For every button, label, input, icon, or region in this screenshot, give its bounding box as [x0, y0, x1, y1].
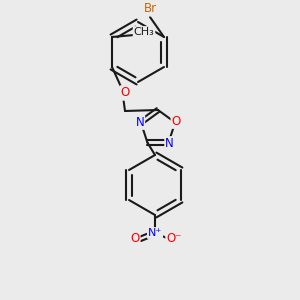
- Text: N: N: [136, 116, 144, 129]
- Text: CH₃: CH₃: [134, 27, 154, 37]
- Text: O: O: [172, 115, 181, 128]
- Text: Br: Br: [143, 2, 157, 16]
- Text: O: O: [130, 232, 140, 245]
- Text: O: O: [120, 86, 130, 100]
- Text: O: O: [120, 86, 130, 100]
- Text: N⁺: N⁺: [148, 228, 162, 238]
- Text: O⁻: O⁻: [166, 232, 182, 245]
- Text: N: N: [165, 137, 174, 150]
